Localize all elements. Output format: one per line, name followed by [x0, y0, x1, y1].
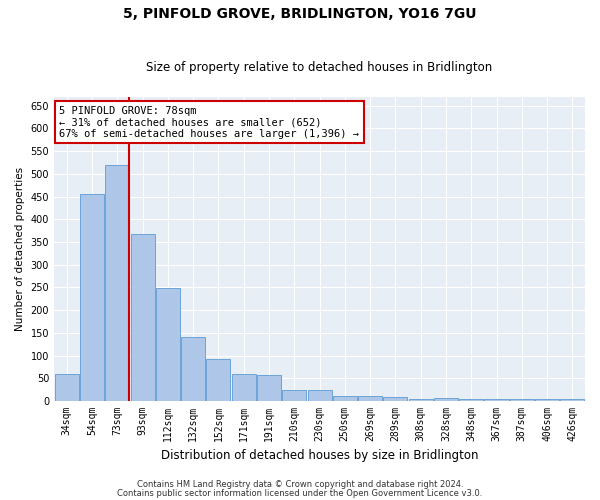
X-axis label: Distribution of detached houses by size in Bridlington: Distribution of detached houses by size …: [161, 450, 478, 462]
Bar: [308, 390, 332, 401]
Bar: [409, 399, 433, 401]
Text: 5, PINFOLD GROVE, BRIDLINGTON, YO16 7GU: 5, PINFOLD GROVE, BRIDLINGTON, YO16 7GU: [123, 8, 477, 22]
Bar: [80, 194, 104, 401]
Bar: [131, 234, 155, 401]
Bar: [55, 374, 79, 401]
Bar: [232, 374, 256, 401]
Bar: [383, 396, 407, 401]
Text: Contains public sector information licensed under the Open Government Licence v3: Contains public sector information licen…: [118, 488, 482, 498]
Bar: [358, 396, 382, 401]
Text: 5 PINFOLD GROVE: 78sqm
← 31% of detached houses are smaller (652)
67% of semi-de: 5 PINFOLD GROVE: 78sqm ← 31% of detached…: [59, 106, 359, 139]
Bar: [282, 390, 306, 401]
Bar: [206, 359, 230, 401]
Bar: [535, 399, 559, 401]
Bar: [156, 288, 180, 401]
Bar: [484, 399, 509, 401]
Bar: [560, 399, 584, 401]
Bar: [181, 338, 205, 401]
Bar: [257, 375, 281, 401]
Bar: [434, 398, 458, 401]
Title: Size of property relative to detached houses in Bridlington: Size of property relative to detached ho…: [146, 62, 493, 74]
Bar: [333, 396, 357, 401]
Y-axis label: Number of detached properties: Number of detached properties: [15, 166, 25, 331]
Bar: [459, 399, 483, 401]
Text: Contains HM Land Registry data © Crown copyright and database right 2024.: Contains HM Land Registry data © Crown c…: [137, 480, 463, 489]
Bar: [105, 164, 129, 401]
Bar: [510, 399, 534, 401]
